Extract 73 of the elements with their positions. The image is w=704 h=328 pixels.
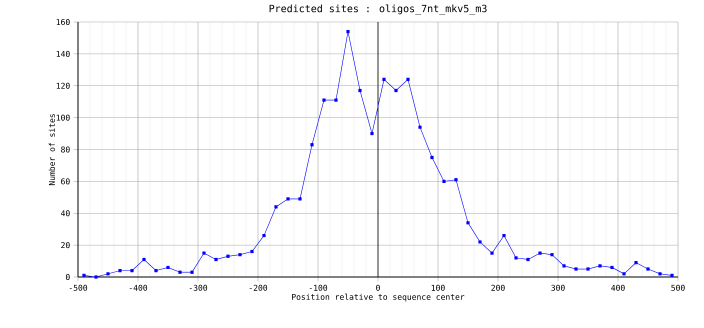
y-tick-label: 120 bbox=[56, 82, 70, 89]
y-tick-label: 0 bbox=[66, 274, 70, 280]
x-tick-label: 200 bbox=[491, 284, 505, 291]
point bbox=[454, 178, 458, 182]
point bbox=[658, 272, 662, 276]
point bbox=[310, 143, 314, 146]
point bbox=[646, 267, 650, 271]
point bbox=[418, 126, 422, 129]
point bbox=[382, 78, 386, 81]
point bbox=[478, 240, 482, 244]
x-tick-label: -500 bbox=[70, 284, 88, 291]
point bbox=[262, 234, 266, 238]
x-tick-label: 300 bbox=[551, 284, 565, 291]
point bbox=[82, 274, 86, 278]
x-tick-label: -400 bbox=[130, 284, 148, 291]
point bbox=[346, 30, 350, 34]
point bbox=[442, 180, 446, 183]
y-tick-label: 20 bbox=[61, 242, 70, 248]
point bbox=[550, 253, 554, 256]
point bbox=[274, 205, 278, 208]
point bbox=[406, 78, 410, 81]
point bbox=[622, 272, 626, 276]
point bbox=[202, 251, 206, 255]
point bbox=[514, 256, 518, 260]
point bbox=[634, 261, 638, 264]
x-tick-label: -200 bbox=[250, 284, 268, 291]
x-tick-label: 400 bbox=[611, 284, 625, 291]
point bbox=[670, 274, 674, 278]
point bbox=[358, 88, 362, 92]
point bbox=[598, 264, 602, 268]
y-axis-title: Number of sites bbox=[48, 114, 55, 186]
x-axis-title: Position relative to sequence center bbox=[292, 294, 464, 302]
point bbox=[430, 156, 434, 160]
point bbox=[190, 270, 194, 274]
y-tick-label: 40 bbox=[61, 210, 70, 216]
point bbox=[466, 221, 470, 224]
point bbox=[502, 234, 506, 238]
y-tick-label: 100 bbox=[56, 114, 70, 121]
point bbox=[298, 197, 302, 201]
point bbox=[370, 132, 374, 136]
point bbox=[142, 258, 146, 262]
point bbox=[166, 266, 170, 270]
point bbox=[226, 254, 230, 258]
point bbox=[610, 266, 614, 270]
point bbox=[286, 197, 290, 201]
x-tick-label: 500 bbox=[671, 284, 685, 291]
point bbox=[154, 269, 158, 272]
point bbox=[118, 269, 122, 272]
y-tick-label: 60 bbox=[61, 178, 70, 184]
point bbox=[394, 88, 398, 92]
y-tick-label: 80 bbox=[61, 146, 70, 153]
x-tick-label: -300 bbox=[190, 284, 208, 291]
point bbox=[250, 250, 254, 254]
point bbox=[490, 251, 494, 255]
point bbox=[106, 272, 110, 276]
x-tick-label: 0 bbox=[376, 284, 380, 291]
point bbox=[238, 253, 242, 256]
y-tick-label: 140 bbox=[56, 50, 70, 57]
x-tick-label: -100 bbox=[310, 284, 328, 291]
point bbox=[538, 251, 542, 255]
point bbox=[214, 258, 218, 262]
point bbox=[586, 267, 590, 271]
y-tick-label: 160 bbox=[56, 18, 70, 26]
chart-title: Predicted sites : oligos_7nt_mkv5_m3 bbox=[270, 4, 487, 14]
point bbox=[574, 267, 578, 271]
point bbox=[334, 98, 338, 102]
x-tick-label: 100 bbox=[432, 284, 445, 291]
point bbox=[130, 269, 134, 272]
point bbox=[562, 264, 566, 268]
point bbox=[526, 258, 530, 262]
point bbox=[178, 270, 182, 274]
point bbox=[94, 275, 98, 279]
point bbox=[322, 98, 326, 102]
